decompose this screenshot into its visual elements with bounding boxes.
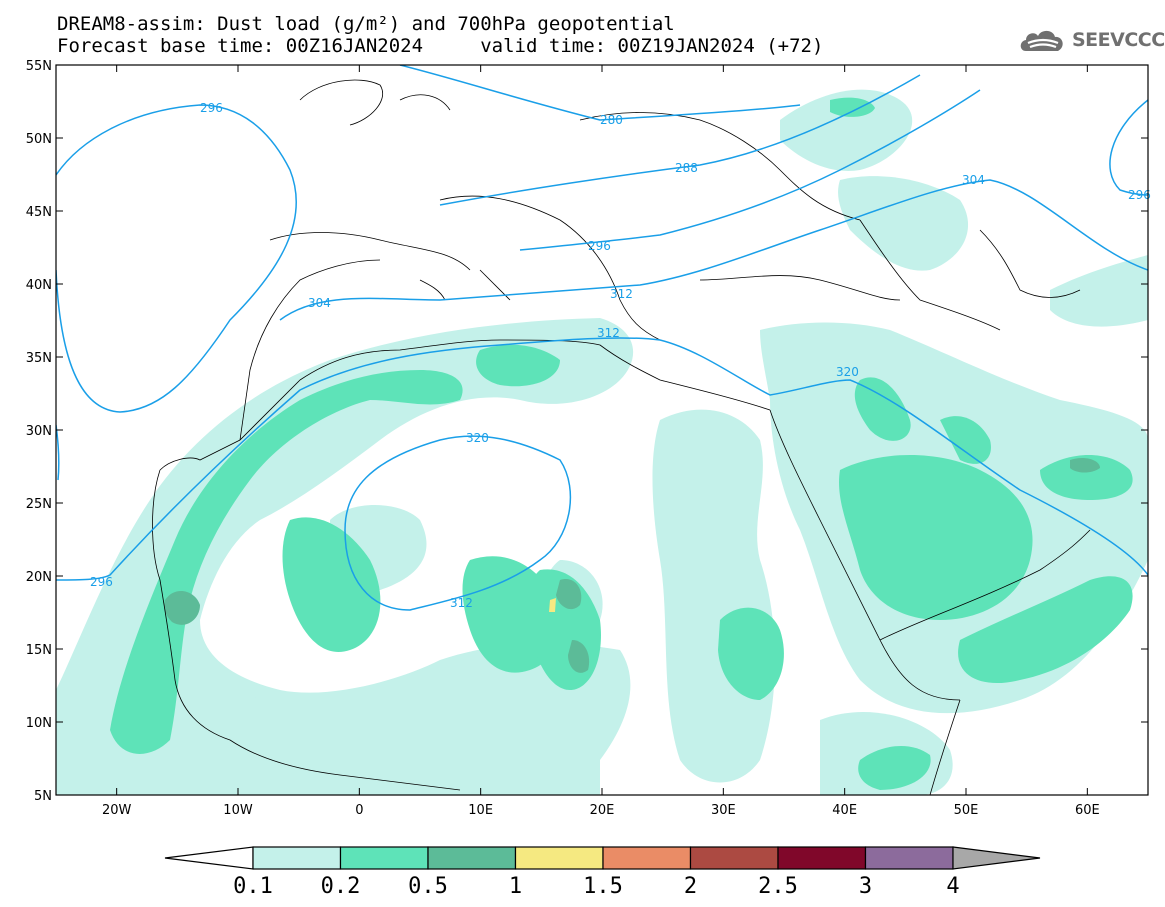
colorbar-level-label: 0.2 <box>321 874 361 899</box>
contour-label: 312 <box>610 287 633 301</box>
forecast-times: Forecast base time: 00Z16JAN2024 valid t… <box>57 35 824 57</box>
lon-label: 30E <box>711 803 736 818</box>
lon-label: 40E <box>832 803 857 818</box>
colorbar-swatch <box>864 846 954 870</box>
colorbar-under-arrow <box>164 846 254 870</box>
contour-label: 296 <box>588 239 611 253</box>
geopotential-contours <box>56 65 1148 611</box>
colorbar-level-label: 2 <box>684 874 697 899</box>
logo-text: SEEVCCC <box>1072 29 1165 51</box>
lon-label: 0 <box>355 803 363 818</box>
lon-label: 50E <box>954 803 979 818</box>
contour-label: 304 <box>962 173 985 187</box>
lat-label: 20N <box>26 570 52 585</box>
cloud-icon <box>1020 30 1063 51</box>
colorbar-swatch <box>689 846 779 870</box>
colorbar-level-label: 2.5 <box>758 874 798 899</box>
dust-shading <box>56 89 1148 795</box>
colorbar-level-label: 1 <box>509 874 522 899</box>
contour-labels: 296 280 288 304 296 296 304 312 312 320 … <box>90 101 1151 610</box>
colorbar-swatch <box>602 846 692 870</box>
lat-label: 15N <box>26 643 52 658</box>
colorbar-swatch <box>252 846 342 870</box>
colorbar-swatch <box>427 846 517 870</box>
colorbar-level-label: 3 <box>859 874 872 899</box>
coastlines <box>152 79 1091 795</box>
contour-label: 296 <box>200 101 223 115</box>
lat-label: 10N <box>26 716 52 731</box>
lat-label: 55N <box>26 59 52 74</box>
colorbar-level-label: 0.5 <box>408 874 448 899</box>
contour-label: 280 <box>600 113 623 127</box>
lat-label: 35N <box>26 351 52 366</box>
latitude-ticks: 55N 50N 45N 40N 35N 30N 25N 20N 15N 10N 5N <box>26 59 1148 804</box>
contour-label: 304 <box>308 296 331 310</box>
colorbar-level-label: 4 <box>946 874 959 899</box>
colorbar-level-label: 1.5 <box>583 874 623 899</box>
lat-label: 45N <box>26 205 52 220</box>
lat-label: 40N <box>26 278 52 293</box>
contour-label: 312 <box>597 326 620 340</box>
lat-label: 5N <box>34 789 52 804</box>
lon-label: 10W <box>223 803 253 818</box>
lon-label: 20W <box>102 803 132 818</box>
colorbar: 0.1 0.2 0.5 1 1.5 2 2.5 3 4 <box>164 846 1041 899</box>
colorbar-swatch <box>514 846 604 870</box>
contour-label: 320 <box>836 365 859 379</box>
lon-label: 60E <box>1075 803 1100 818</box>
seevccc-logo: SEEVCCC <box>1018 25 1165 55</box>
lon-label: 10E <box>468 803 493 818</box>
lat-label: 30N <box>26 424 52 439</box>
longitude-ticks: 20W 10W 0 10E 20E 30E 40E 50E 60E <box>102 65 1100 818</box>
contour-label: 320 <box>466 431 489 445</box>
lat-label: 50N <box>26 132 52 147</box>
colorbar-swatch <box>777 846 867 870</box>
map-title: DREAM8-assim: Dust load (g/m²) and 700hP… <box>57 13 675 35</box>
contour-label: 288 <box>675 161 698 175</box>
colorbar-level-label: 0.1 <box>233 874 273 899</box>
contour-label: 312 <box>450 596 473 610</box>
contour-label: 296 <box>1128 188 1151 202</box>
colorbar-swatch <box>339 846 429 870</box>
contour-label: 296 <box>90 575 113 589</box>
lat-label: 25N <box>26 497 52 512</box>
lon-label: 20E <box>590 803 615 818</box>
colorbar-over-arrow <box>952 846 1041 870</box>
